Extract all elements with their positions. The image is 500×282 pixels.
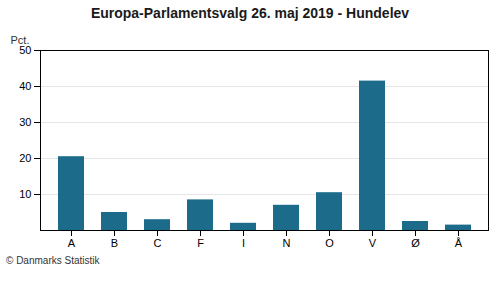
svg-text:Ø: Ø [411,237,420,249]
svg-text:O: O [325,237,334,249]
svg-text:10: 10 [19,188,31,200]
svg-text:A: A [68,237,76,249]
svg-text:C: C [154,237,162,249]
svg-text:50: 50 [19,44,32,56]
svg-text:I: I [242,237,245,249]
svg-text:40: 40 [19,80,31,92]
html-text:© Danmarks Statistik: © Danmarks Statistik [6,255,100,266]
html-text:Europa-Parlamentsvalg 26. maj: Europa-Parlamentsvalg 26. maj 2019 - Hun… [90,5,410,21]
svg-text:30: 30 [19,116,31,128]
svg-text:Pct.: Pct. [11,34,30,46]
svg-text:F: F [197,237,204,249]
svg-text:V: V [369,237,377,249]
svg-text:B: B [111,237,118,249]
svg-text:20: 20 [19,152,31,164]
svg-text:Å: Å [455,237,463,249]
svg-text:N: N [283,237,291,249]
